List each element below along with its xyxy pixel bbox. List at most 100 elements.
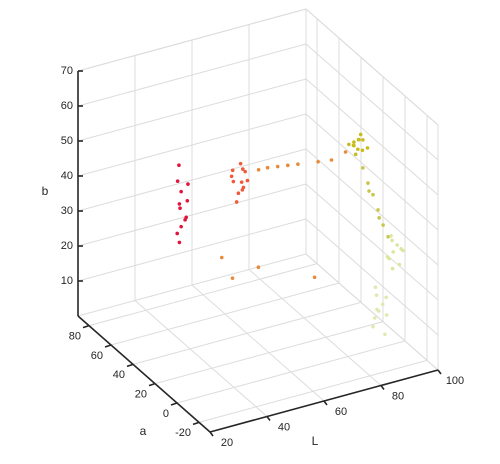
grid-line	[305, 218, 439, 336]
point	[371, 324, 375, 329]
point	[375, 307, 379, 312]
point	[353, 152, 358, 157]
point	[360, 148, 365, 153]
point	[229, 174, 234, 179]
point	[177, 240, 182, 245]
point	[296, 162, 300, 166]
grid-line	[134, 300, 268, 417]
point	[175, 179, 180, 183]
z-tick-label: 30	[61, 205, 73, 217]
y-tick-label: 40	[113, 369, 125, 381]
grid-line	[248, 269, 382, 386]
point	[179, 224, 183, 229]
point	[352, 140, 356, 144]
y-tick	[170, 402, 178, 406]
point	[358, 132, 363, 137]
grid-line	[77, 183, 307, 247]
point	[390, 266, 395, 271]
y-tick-label: 80	[69, 331, 81, 343]
grid-line	[77, 113, 307, 177]
point	[386, 234, 390, 239]
point	[265, 165, 270, 170]
point	[231, 179, 236, 184]
point	[230, 168, 235, 173]
y-axis	[77, 315, 211, 433]
point	[177, 163, 181, 168]
point	[373, 316, 377, 320]
x-tick-label: 80	[392, 390, 404, 402]
z-tick-label: 40	[61, 170, 73, 182]
z-tick-label: 20	[61, 240, 73, 252]
point	[401, 248, 405, 253]
grid-line	[77, 78, 307, 142]
point	[380, 302, 385, 307]
point	[367, 189, 371, 193]
point	[286, 163, 290, 168]
z-tick-label: 10	[61, 275, 73, 287]
box-edge	[77, 253, 307, 317]
point	[384, 295, 389, 300]
grid-line	[132, 301, 362, 365]
x-tick-label: 100	[446, 375, 464, 387]
point	[357, 137, 361, 142]
point	[391, 250, 396, 254]
point	[185, 198, 190, 203]
point	[390, 238, 394, 243]
x-tick	[323, 400, 328, 406]
point	[230, 276, 235, 280]
point	[374, 293, 379, 297]
grid-line	[77, 148, 307, 212]
point	[347, 142, 351, 147]
y-tick-label: 60	[91, 350, 103, 362]
x-tick-label: 60	[335, 406, 347, 418]
x-tick	[209, 431, 214, 437]
y-tick	[104, 344, 112, 348]
point	[239, 180, 244, 184]
box-edge	[77, 8, 307, 72]
point	[356, 147, 360, 152]
grid-line	[88, 263, 318, 327]
y-tick-label: -20	[175, 427, 191, 439]
point	[381, 223, 385, 227]
point	[240, 188, 245, 192]
grid-line	[154, 321, 384, 385]
point	[241, 167, 245, 171]
box-edge	[305, 253, 439, 371]
x-tick	[437, 369, 442, 375]
point	[175, 231, 179, 236]
x-tick	[266, 416, 271, 421]
point	[178, 206, 182, 210]
y-axis-label: a	[140, 424, 147, 438]
y-tick	[192, 421, 200, 426]
z-tick-label: 70	[61, 65, 73, 77]
grid-line	[176, 340, 406, 404]
box-edge	[305, 8, 439, 126]
point	[219, 255, 224, 260]
point	[385, 255, 390, 259]
y-tick	[82, 324, 90, 329]
point	[376, 208, 380, 212]
axes: 20 40 60 80 100 -20 0 20 40 60 80 10 20 30 40 50 60 70	[61, 65, 464, 449]
grid-line	[305, 43, 439, 161]
point	[179, 189, 183, 194]
point	[389, 234, 393, 238]
grid-line	[191, 284, 325, 402]
point	[316, 159, 320, 164]
point	[361, 138, 365, 142]
point	[397, 262, 402, 267]
point	[186, 182, 190, 186]
x-axis-label: L	[312, 434, 319, 448]
point	[238, 161, 243, 166]
point	[256, 168, 261, 172]
point	[371, 192, 375, 197]
point	[351, 143, 356, 148]
grid-line	[77, 43, 307, 107]
point	[312, 275, 317, 280]
point	[343, 150, 348, 154]
y-tick	[126, 363, 134, 368]
y-tick-label: 20	[135, 389, 147, 401]
point	[361, 166, 365, 170]
grid-line	[305, 113, 439, 231]
z-tick-label: 60	[61, 100, 73, 112]
